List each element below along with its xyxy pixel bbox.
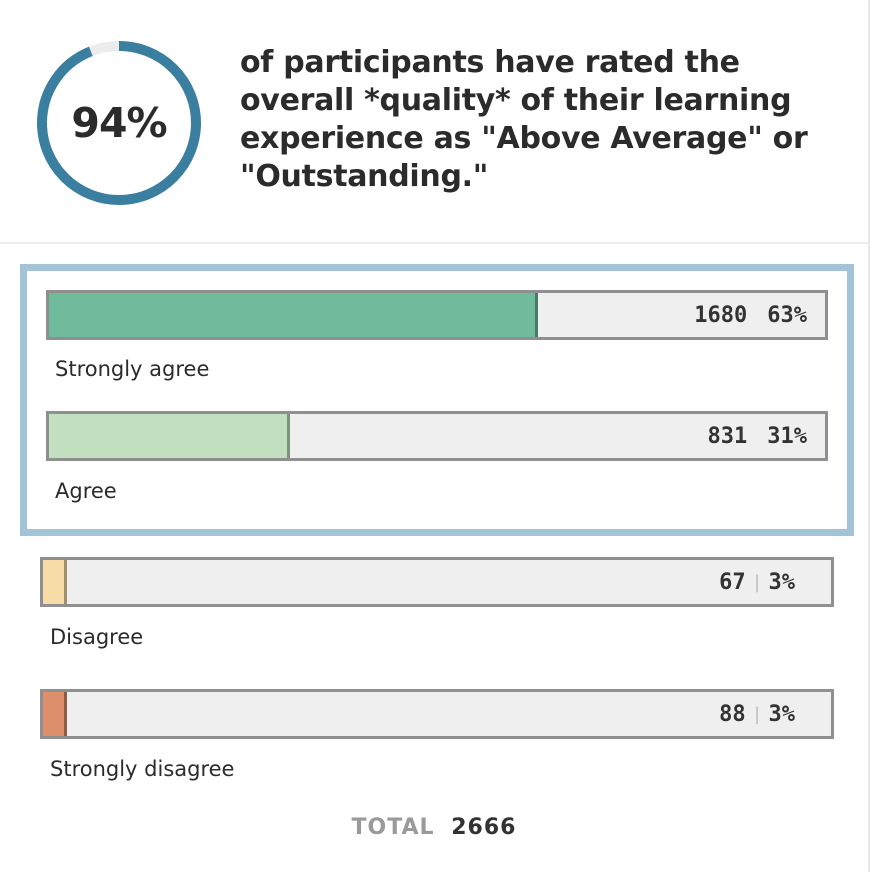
label-agree: Agree — [55, 479, 117, 503]
bar-track-agree: 831 31% — [46, 411, 828, 461]
bar-strongly-agree — [49, 293, 538, 337]
percent-strongly-disagree: 3% — [768, 701, 796, 727]
total-label: TOTAL — [351, 815, 435, 840]
summary-headline: of participants have rated the overall *… — [240, 45, 808, 194]
frame-edge — [868, 0, 870, 872]
count-agree: 831 — [707, 423, 748, 449]
bar-value-strongly-disagree: 88 | 3% — [719, 692, 795, 736]
gauge-ring — [37, 41, 201, 205]
bar-value-agree: 831 31% — [708, 414, 808, 458]
count-disagree: 67 — [719, 569, 746, 595]
percent-agree: 31% — [767, 423, 807, 449]
bar-track-strongly-agree: 1680 63% — [46, 290, 828, 340]
bar-track-strongly-disagree: 88 | 3% — [40, 689, 834, 739]
bar-value-disagree: 67 | 3% — [719, 560, 795, 604]
percent-value: 94% — [71, 99, 167, 147]
label-disagree: Disagree — [50, 625, 144, 649]
bar-strongly-disagree — [43, 692, 67, 736]
total-summary: TOTAL 2666 — [0, 815, 868, 840]
count-strongly-disagree: 88 — [719, 701, 746, 727]
percent-disagree: 3% — [768, 569, 796, 595]
bar-track-disagree: 67 | 3% — [40, 557, 834, 607]
value-separator: | — [751, 571, 763, 593]
count-strongly-agree: 1680 — [694, 302, 748, 328]
summary-header: 94% of participants have rated the overa… — [0, 0, 868, 244]
bar-value-strongly-agree: 1680 63% — [694, 293, 807, 337]
value-separator: | — [751, 703, 763, 725]
total-value: 2666 — [451, 815, 517, 840]
bar-agree — [49, 414, 290, 458]
percent-gauge — [37, 41, 201, 205]
bar-disagree — [43, 560, 67, 604]
percent-strongly-agree: 63% — [767, 302, 807, 328]
label-strongly-disagree: Strongly disagree — [50, 757, 235, 781]
label-strongly-agree: Strongly agree — [55, 357, 210, 381]
top-box-highlight — [20, 264, 854, 536]
